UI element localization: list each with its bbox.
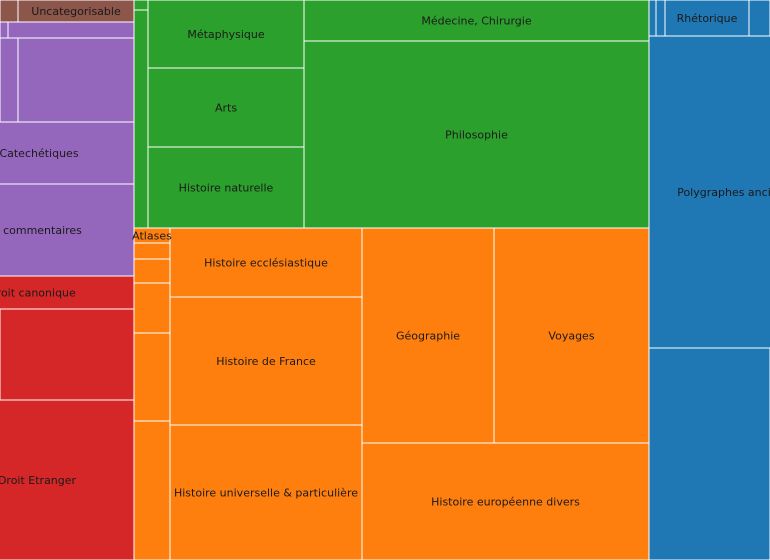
treemap-cell-label: Bible & commentaires (0, 224, 82, 237)
treemap-cell-label: Arts (215, 102, 237, 115)
treemap-cell-label: Uncategorisable (31, 5, 121, 18)
treemap-cell-label: Métaphysique (187, 28, 265, 41)
treemap-cell[interactable] (133, 0, 149, 11)
treemap-cell[interactable] (7, 21, 135, 39)
treemap-cell-label: Histoire de France (216, 355, 316, 368)
treemap-cell-label: Histoire universelle & particulière (174, 487, 358, 500)
treemap-cell[interactable] (361, 442, 650, 560)
treemap-cell[interactable] (133, 9, 149, 229)
treemap-cell[interactable] (361, 227, 495, 444)
treemap-cell[interactable] (169, 424, 363, 560)
treemap-cell-label: Philosophie (445, 129, 508, 142)
treemap-cell-label: Catechétiques (0, 147, 79, 160)
treemap-cell[interactable] (748, 0, 770, 37)
treemap-cell[interactable] (133, 332, 171, 422)
treemap-cell[interactable] (0, 308, 135, 401)
treemap-cell-label: Médecine, Chirurgie (421, 15, 531, 28)
treemap-cell[interactable] (0, 183, 135, 277)
treemap-cell[interactable] (133, 258, 171, 284)
treemap-cell-label: Rhétorique (677, 12, 738, 25)
treemap-cell[interactable] (133, 242, 171, 260)
treemap-cell-label: Géographie (396, 330, 460, 343)
treemap-cell[interactable] (655, 0, 666, 37)
treemap-cell[interactable] (648, 35, 770, 349)
treemap-cell[interactable] (0, 121, 135, 185)
treemap-cell[interactable] (0, 21, 9, 39)
treemap-cell[interactable] (303, 40, 650, 229)
treemap-cell[interactable] (0, 399, 135, 560)
treemap-cell-label: Droit Etranger (0, 474, 77, 487)
treemap-cell-label: Histoire européenne divers (431, 496, 580, 509)
treemap-cell-label: Droit canonique (0, 287, 76, 300)
treemap-cell[interactable] (648, 0, 657, 37)
treemap-cell[interactable] (493, 227, 650, 444)
treemap-cell-label: Histoire naturelle (179, 182, 274, 195)
treemap-cell[interactable] (17, 37, 135, 123)
treemap-cell-label: Polygraphes anciens & modernes (677, 186, 770, 199)
treemap-cell[interactable] (303, 0, 650, 42)
treemap-cell[interactable] (648, 347, 770, 560)
treemap-cell[interactable] (0, 0, 19, 23)
treemap-cell-label: Histoire ecclésiastique (204, 257, 328, 270)
treemap-cell[interactable] (169, 296, 363, 426)
treemap-cell-label: Voyages (548, 330, 594, 343)
treemap-cell[interactable] (133, 282, 171, 334)
treemap-cell[interactable] (133, 420, 171, 560)
treemap-cell[interactable] (147, 146, 305, 229)
treemap-cell[interactable] (169, 227, 363, 298)
treemap-cell[interactable] (0, 37, 19, 123)
treemap-cell-label: Atlases (132, 230, 172, 243)
treemap-cell[interactable] (147, 67, 305, 148)
